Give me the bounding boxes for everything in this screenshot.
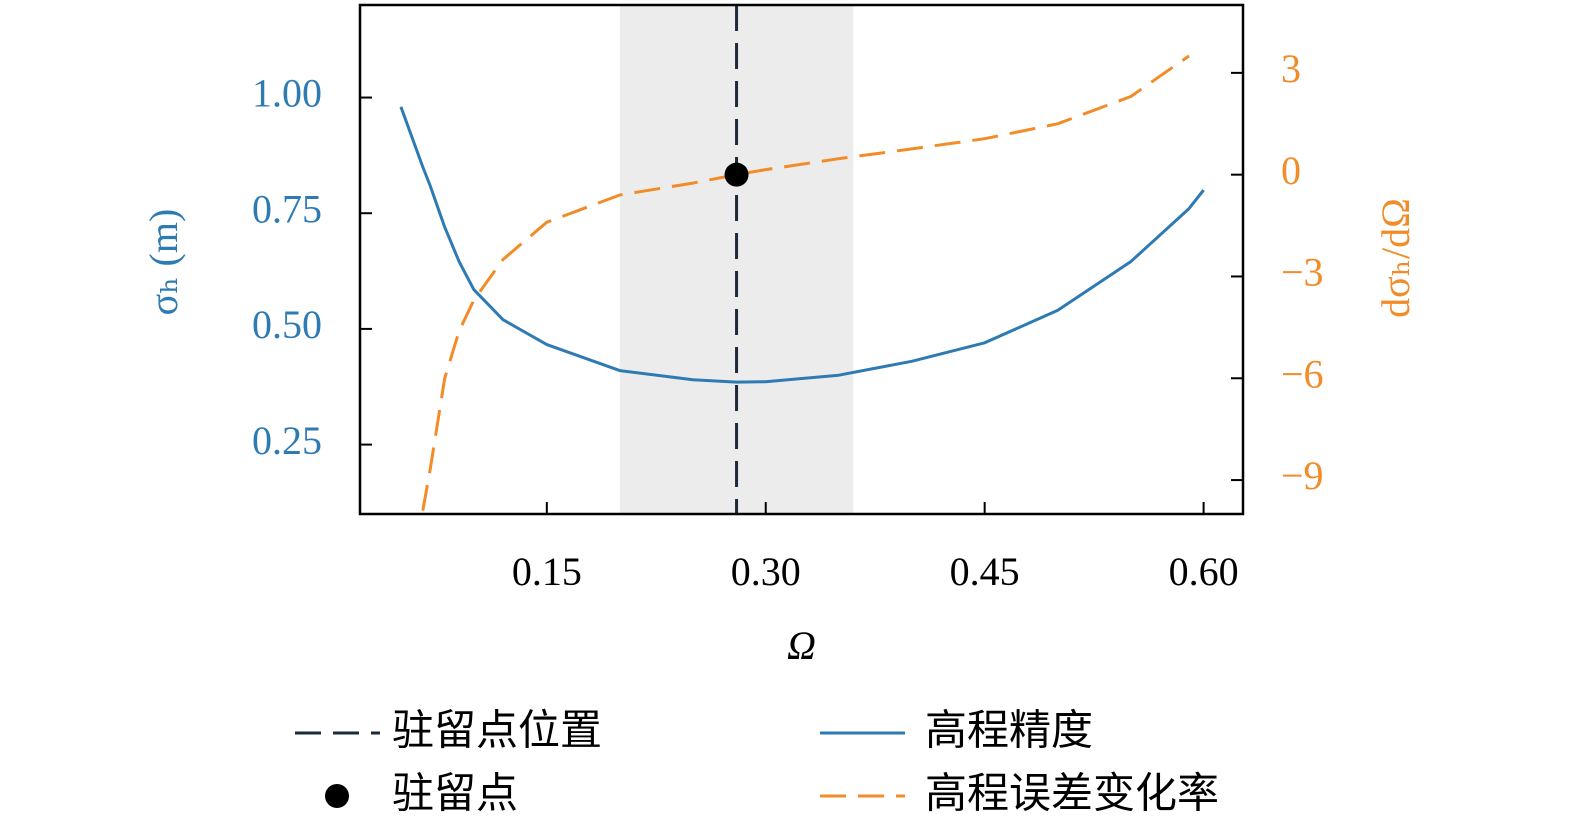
y2-tick-label: 0	[1281, 148, 1301, 193]
plot-frame	[358, 3, 1245, 516]
x-tick-label: 0.60	[1169, 549, 1239, 594]
series-line	[421, 54, 1190, 511]
y-tick-label: 0.75	[252, 186, 322, 231]
legend-label: 高程误差变化率	[925, 769, 1219, 818]
x-tick-label: 0.15	[512, 549, 582, 594]
y-tick-label: 0.50	[252, 302, 322, 347]
y-tick-label: 1.00	[252, 71, 322, 116]
plot-area	[399, 5, 1205, 514]
legend-label: 高程精度	[925, 706, 1093, 755]
series-line	[399, 106, 1205, 384]
y2-tick-label: −3	[1281, 250, 1324, 295]
stationary-point	[724, 162, 749, 187]
y2-axis-label: dσₕ/dΩ	[1373, 198, 1418, 318]
legend-handle	[325, 784, 349, 808]
x-tick-label: 0.30	[731, 549, 801, 594]
legend-label: 驻留点	[392, 769, 518, 818]
legend-label: 驻留点位置	[392, 706, 602, 755]
y2-tick-label: −9	[1281, 453, 1324, 498]
y-axis-label: σₕ (m)	[141, 209, 186, 316]
x-tick-label: 0.45	[950, 549, 1020, 594]
y2-tick-label: 3	[1281, 46, 1301, 91]
x-axis-label: Ω	[787, 623, 816, 668]
y2-tick-label: −6	[1281, 351, 1324, 396]
y-tick-label: 0.25	[252, 418, 322, 463]
